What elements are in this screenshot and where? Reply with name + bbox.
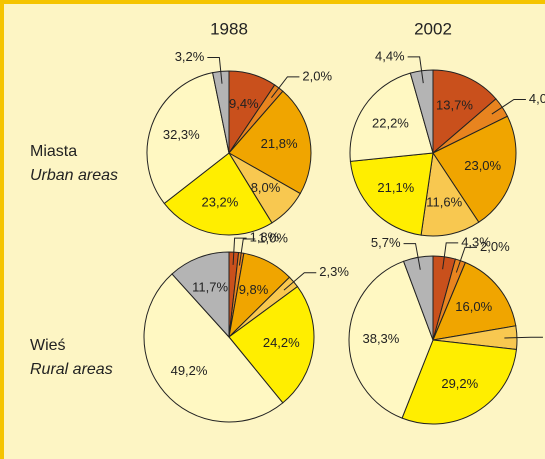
data-label: 5,7%: [371, 235, 401, 250]
data-label: 1,0%: [258, 230, 288, 245]
data-label: 49,2%: [171, 363, 208, 378]
pie-slice: [171, 251, 230, 339]
data-label: 4,4%: [375, 48, 405, 63]
leader-line: [455, 246, 478, 273]
pie-slice: [349, 152, 434, 236]
row-label: Wieś: [30, 337, 66, 354]
row-label-en: Urban areas: [30, 167, 118, 184]
data-label: 3,2%: [175, 49, 205, 64]
top-border: [0, 0, 545, 4]
pie-slice: [348, 260, 434, 419]
data-label: 29,2%: [441, 376, 478, 391]
leader-line: [232, 237, 247, 265]
pie-slice: [228, 285, 315, 404]
leader-line: [504, 336, 543, 339]
data-label: 22,2%: [372, 116, 409, 131]
column-header: 2002: [414, 19, 452, 38]
data-label: 23,0%: [464, 158, 501, 173]
pie-slice: [143, 273, 284, 423]
pie-slice: [163, 152, 273, 236]
pie-slice: [349, 72, 434, 162]
data-label: 11,6%: [426, 195, 462, 210]
pie-slice: [146, 72, 230, 205]
data-label: 24,2%: [263, 335, 300, 350]
row-label-en: Rural areas: [30, 361, 113, 378]
data-label: 38,3%: [362, 331, 399, 346]
data-label: 1,8%: [250, 230, 280, 245]
pie-slice: [432, 261, 517, 341]
leader-line: [207, 56, 223, 84]
column-header: 1988: [210, 19, 248, 38]
data-label: 13,7%: [436, 98, 473, 113]
data-label: 11,7%: [192, 279, 228, 294]
data-label: 8,0%: [251, 180, 281, 195]
data-label: 4,0%: [529, 91, 545, 106]
data-label: 4,3%: [461, 234, 491, 249]
data-label: 23,2%: [201, 194, 238, 209]
data-label: 16,0%: [455, 299, 492, 314]
leader-line: [283, 272, 317, 291]
data-label: 9,4%: [229, 96, 259, 111]
leader-line: [407, 56, 424, 84]
leader-line: [271, 76, 300, 98]
data-label: 21,8%: [261, 136, 298, 151]
leader-line: [442, 242, 459, 270]
data-label: 2,0%: [480, 239, 510, 254]
data-label: 21,1%: [377, 180, 414, 195]
leader-line: [403, 243, 421, 270]
leader-line: [238, 238, 256, 266]
data-label: 9,8%: [239, 282, 269, 297]
pie-slice: [432, 115, 517, 223]
data-label: 32,3%: [163, 127, 200, 142]
data-label: 2,0%: [302, 68, 332, 83]
left-border: [0, 0, 4, 459]
pie-slice: [401, 339, 518, 425]
row-label: Miasta: [30, 143, 77, 160]
leader-line: [491, 98, 526, 115]
data-label: 2,3%: [319, 264, 349, 279]
pie-slice: [228, 90, 312, 195]
pie-slice: [432, 69, 497, 155]
